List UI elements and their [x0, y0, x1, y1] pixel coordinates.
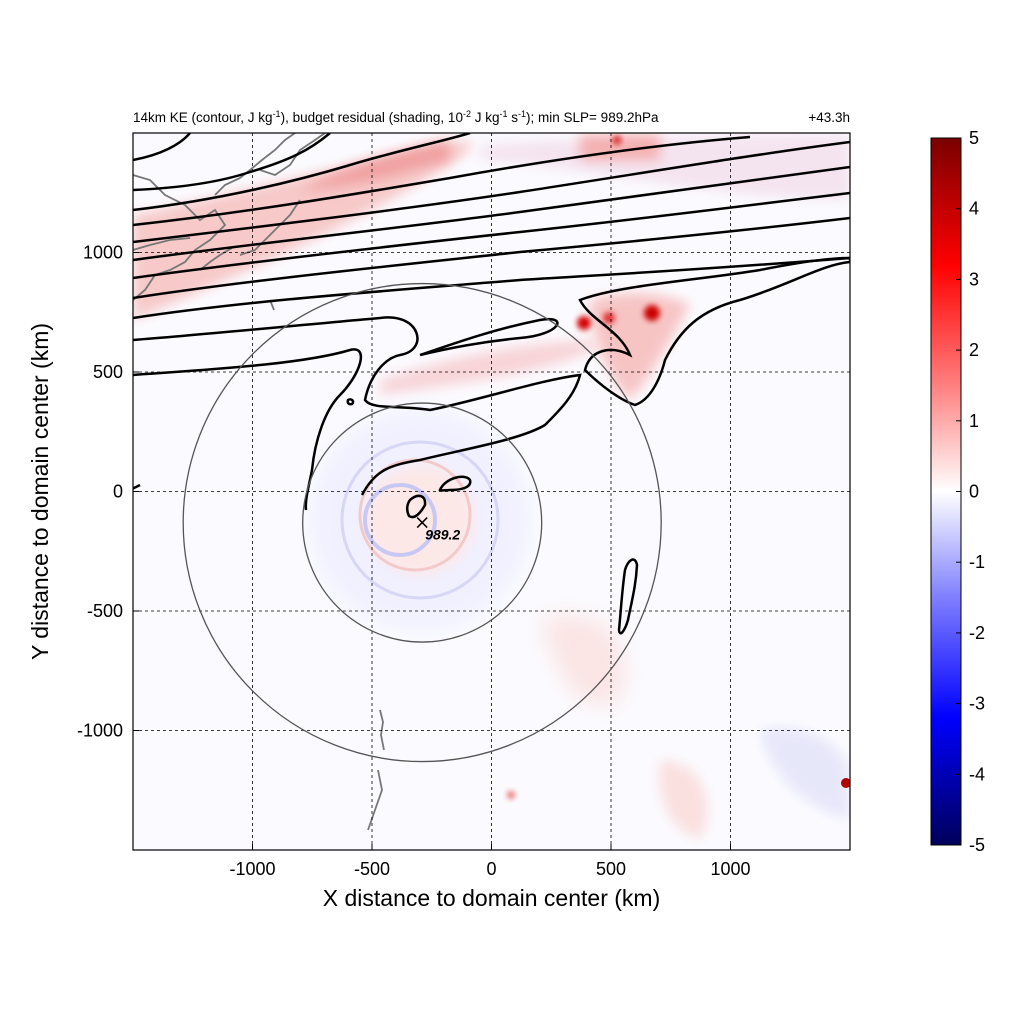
- x-axis-title: X distance to domain center (km): [323, 885, 660, 911]
- residual-shading: [133, 135, 850, 840]
- min-slp-label: 989.2: [425, 527, 460, 543]
- x-axis: -1000 -500 0 500 1000: [229, 844, 751, 879]
- y-axis-title: Y distance to domain center (km): [27, 323, 53, 660]
- x-tick-label: 1000: [710, 859, 750, 879]
- colorbar: -5 -4 -3 -2 -1 0 1 2 3 4 5: [930, 128, 985, 855]
- y-tick-label: 0: [113, 482, 123, 502]
- colorbar-tick-label: 4: [969, 199, 979, 219]
- y-tick-label: 1000: [83, 243, 123, 263]
- colorbar-tick-label: 1: [969, 411, 979, 431]
- ke-contours: [133, 133, 850, 635]
- colorbar-tick-label: -1: [969, 552, 985, 572]
- colorbar-tick-label: -2: [969, 623, 985, 643]
- colorbar-tick-label: -5: [969, 835, 985, 855]
- radius-circles: [182, 282, 662, 763]
- colorbar-tick-label: 3: [969, 269, 979, 289]
- radius-circle: [182, 282, 662, 763]
- x-tick-label: -500: [354, 859, 390, 879]
- radius-circle: [302, 402, 543, 643]
- x-tick-label: -1000: [229, 859, 275, 879]
- colorbar-tick-label: -4: [969, 764, 985, 784]
- colorbar-tick-label: -3: [969, 694, 985, 714]
- y-axis: -1000 -500 0 500 1000: [77, 243, 139, 741]
- colorbar-ticks: -5 -4 -3 -2 -1 0 1 2 3 4 5: [956, 128, 985, 855]
- plot-area: 989.2: [133, 133, 850, 850]
- y-tick-label: -1000: [77, 721, 123, 741]
- storm-center-marker: 989.2: [416, 517, 460, 543]
- x-tick-label: 500: [596, 859, 626, 879]
- y-tick-label: 500: [93, 362, 123, 382]
- chart-title: 14km KE (contour, J kg-1), budget residu…: [133, 109, 659, 125]
- storm-center-cross: [416, 517, 428, 529]
- x-tick-label: 0: [486, 859, 496, 879]
- y-tick-label: -500: [87, 601, 123, 621]
- colorbar-tick-label: 0: [969, 482, 979, 502]
- colorbar-tick-label: 2: [969, 340, 979, 360]
- time-label: +43.3h: [808, 110, 850, 125]
- colorbar-tick-label: 5: [969, 128, 979, 148]
